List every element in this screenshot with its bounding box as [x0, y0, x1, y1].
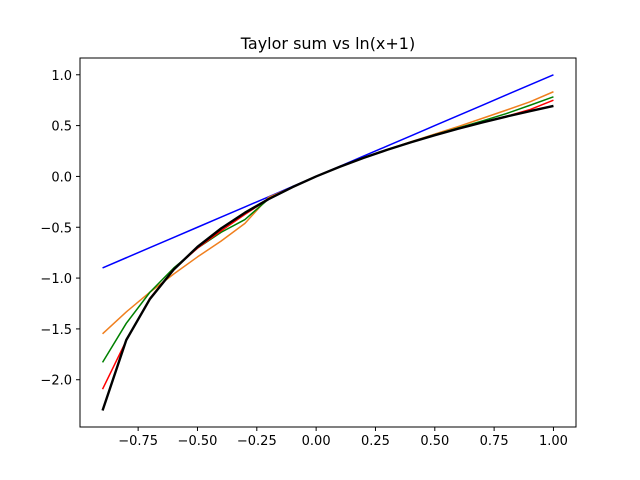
y-tick-label: −1.0	[40, 272, 72, 287]
series-line-5	[101, 104, 554, 411]
x-tick-label: 0.75	[480, 434, 509, 449]
y-tick-label: 0.0	[51, 170, 72, 185]
y-tick-label: 0.5	[51, 120, 72, 135]
x-tick-label: 0.25	[361, 434, 390, 449]
x-tick-label: 1.00	[539, 434, 568, 449]
y-tick-label: −0.5	[40, 221, 72, 236]
y-tick-label: 1.0	[51, 69, 72, 84]
series-line-2	[102, 91, 554, 335]
plot-frame	[79, 57, 577, 428]
y-tick-label: −2.0	[40, 374, 72, 389]
chart-title: Taylor sum vs ln(x+1)	[240, 34, 415, 53]
x-tick-label: −0.25	[237, 434, 277, 449]
x-tick-label: −0.50	[178, 434, 218, 449]
y-tick-label: −1.5	[40, 323, 72, 338]
x-tick-label: −0.75	[118, 434, 158, 449]
x-tick-label: 0.50	[420, 434, 449, 449]
y-axis-ticks: −2.0 −1.5 −1.0 −0.5 0.0 0.5 1.0	[40, 69, 80, 389]
series-line-4	[101, 99, 554, 390]
x-axis-ticks: −0.75 −0.50 −0.25 0.00 0.25 0.50 0.75 1.00	[118, 427, 568, 449]
series-layer	[101, 74, 554, 411]
x-tick-label: 0.00	[302, 434, 331, 449]
series-line-3	[101, 96, 554, 363]
